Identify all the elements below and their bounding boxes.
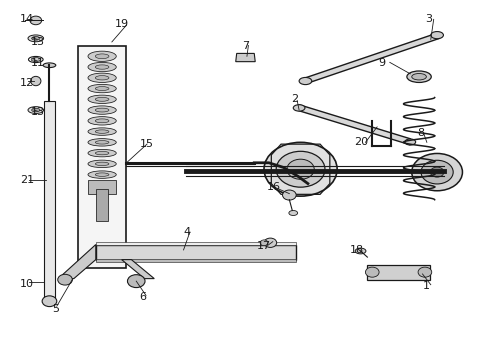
- Circle shape: [264, 142, 336, 196]
- Circle shape: [411, 153, 462, 191]
- Bar: [43, 101, 55, 298]
- Bar: [78, 45, 126, 268]
- Ellipse shape: [95, 65, 109, 69]
- Circle shape: [282, 190, 296, 200]
- Circle shape: [429, 167, 443, 177]
- Ellipse shape: [406, 71, 430, 82]
- Circle shape: [420, 160, 452, 184]
- Ellipse shape: [95, 119, 109, 123]
- Ellipse shape: [88, 171, 116, 178]
- Ellipse shape: [95, 130, 109, 133]
- Polygon shape: [235, 53, 255, 62]
- Text: 5: 5: [52, 304, 59, 314]
- Text: 16: 16: [266, 182, 280, 192]
- Circle shape: [103, 72, 113, 80]
- Text: 20: 20: [353, 138, 367, 147]
- Text: 9: 9: [378, 58, 385, 68]
- Circle shape: [42, 296, 57, 307]
- Ellipse shape: [404, 139, 415, 145]
- Ellipse shape: [31, 58, 41, 62]
- Polygon shape: [58, 244, 96, 279]
- Polygon shape: [122, 260, 154, 279]
- Ellipse shape: [88, 139, 116, 146]
- Ellipse shape: [88, 117, 116, 125]
- Text: 17: 17: [256, 241, 270, 251]
- Bar: [88, 180, 116, 194]
- Ellipse shape: [293, 105, 305, 111]
- Circle shape: [276, 151, 325, 187]
- Circle shape: [286, 159, 314, 179]
- Text: 1: 1: [422, 281, 428, 291]
- Text: 15: 15: [140, 139, 153, 149]
- Circle shape: [417, 267, 431, 277]
- Bar: [366, 265, 429, 280]
- Ellipse shape: [411, 73, 426, 80]
- Ellipse shape: [88, 84, 116, 93]
- Text: 10: 10: [20, 279, 34, 289]
- Ellipse shape: [95, 152, 109, 155]
- Bar: [96, 189, 108, 221]
- Text: 21: 21: [20, 175, 34, 185]
- Circle shape: [30, 16, 41, 25]
- Ellipse shape: [299, 77, 311, 85]
- Text: 8: 8: [417, 129, 424, 138]
- Text: 12: 12: [20, 78, 34, 88]
- Ellipse shape: [95, 162, 109, 166]
- Ellipse shape: [95, 76, 109, 80]
- Ellipse shape: [28, 107, 43, 113]
- Polygon shape: [99, 53, 122, 87]
- Ellipse shape: [95, 173, 109, 176]
- Circle shape: [127, 275, 145, 288]
- Ellipse shape: [32, 37, 40, 40]
- Ellipse shape: [354, 248, 365, 254]
- Ellipse shape: [88, 149, 116, 157]
- Ellipse shape: [88, 51, 116, 62]
- Ellipse shape: [88, 62, 116, 72]
- Polygon shape: [305, 32, 439, 84]
- Circle shape: [103, 60, 113, 67]
- Ellipse shape: [28, 35, 43, 42]
- Text: 13: 13: [31, 37, 45, 47]
- Circle shape: [365, 267, 378, 277]
- Text: 4: 4: [183, 227, 190, 237]
- Bar: [96, 242, 295, 245]
- Bar: [96, 258, 295, 262]
- Ellipse shape: [95, 87, 109, 90]
- Ellipse shape: [88, 106, 116, 114]
- Text: 11: 11: [31, 58, 45, 68]
- Text: 19: 19: [115, 19, 129, 29]
- Circle shape: [264, 238, 276, 247]
- Circle shape: [58, 274, 72, 285]
- Text: 6: 6: [140, 292, 146, 302]
- Ellipse shape: [31, 76, 41, 86]
- Bar: [96, 244, 295, 260]
- Ellipse shape: [43, 63, 56, 68]
- Ellipse shape: [32, 108, 40, 112]
- Polygon shape: [299, 105, 409, 145]
- Ellipse shape: [88, 128, 116, 135]
- Ellipse shape: [95, 97, 109, 101]
- Ellipse shape: [430, 32, 443, 39]
- Text: 7: 7: [242, 41, 249, 50]
- Text: 18: 18: [348, 245, 363, 255]
- Circle shape: [260, 240, 267, 246]
- Ellipse shape: [88, 73, 116, 82]
- Ellipse shape: [95, 108, 109, 112]
- Text: 14: 14: [20, 14, 34, 24]
- Ellipse shape: [88, 160, 116, 168]
- Ellipse shape: [95, 141, 109, 144]
- Ellipse shape: [88, 95, 116, 104]
- Ellipse shape: [95, 54, 109, 59]
- Text: 2: 2: [290, 94, 297, 104]
- Text: 3: 3: [424, 14, 431, 24]
- Text: 13: 13: [31, 107, 45, 117]
- Ellipse shape: [288, 211, 297, 216]
